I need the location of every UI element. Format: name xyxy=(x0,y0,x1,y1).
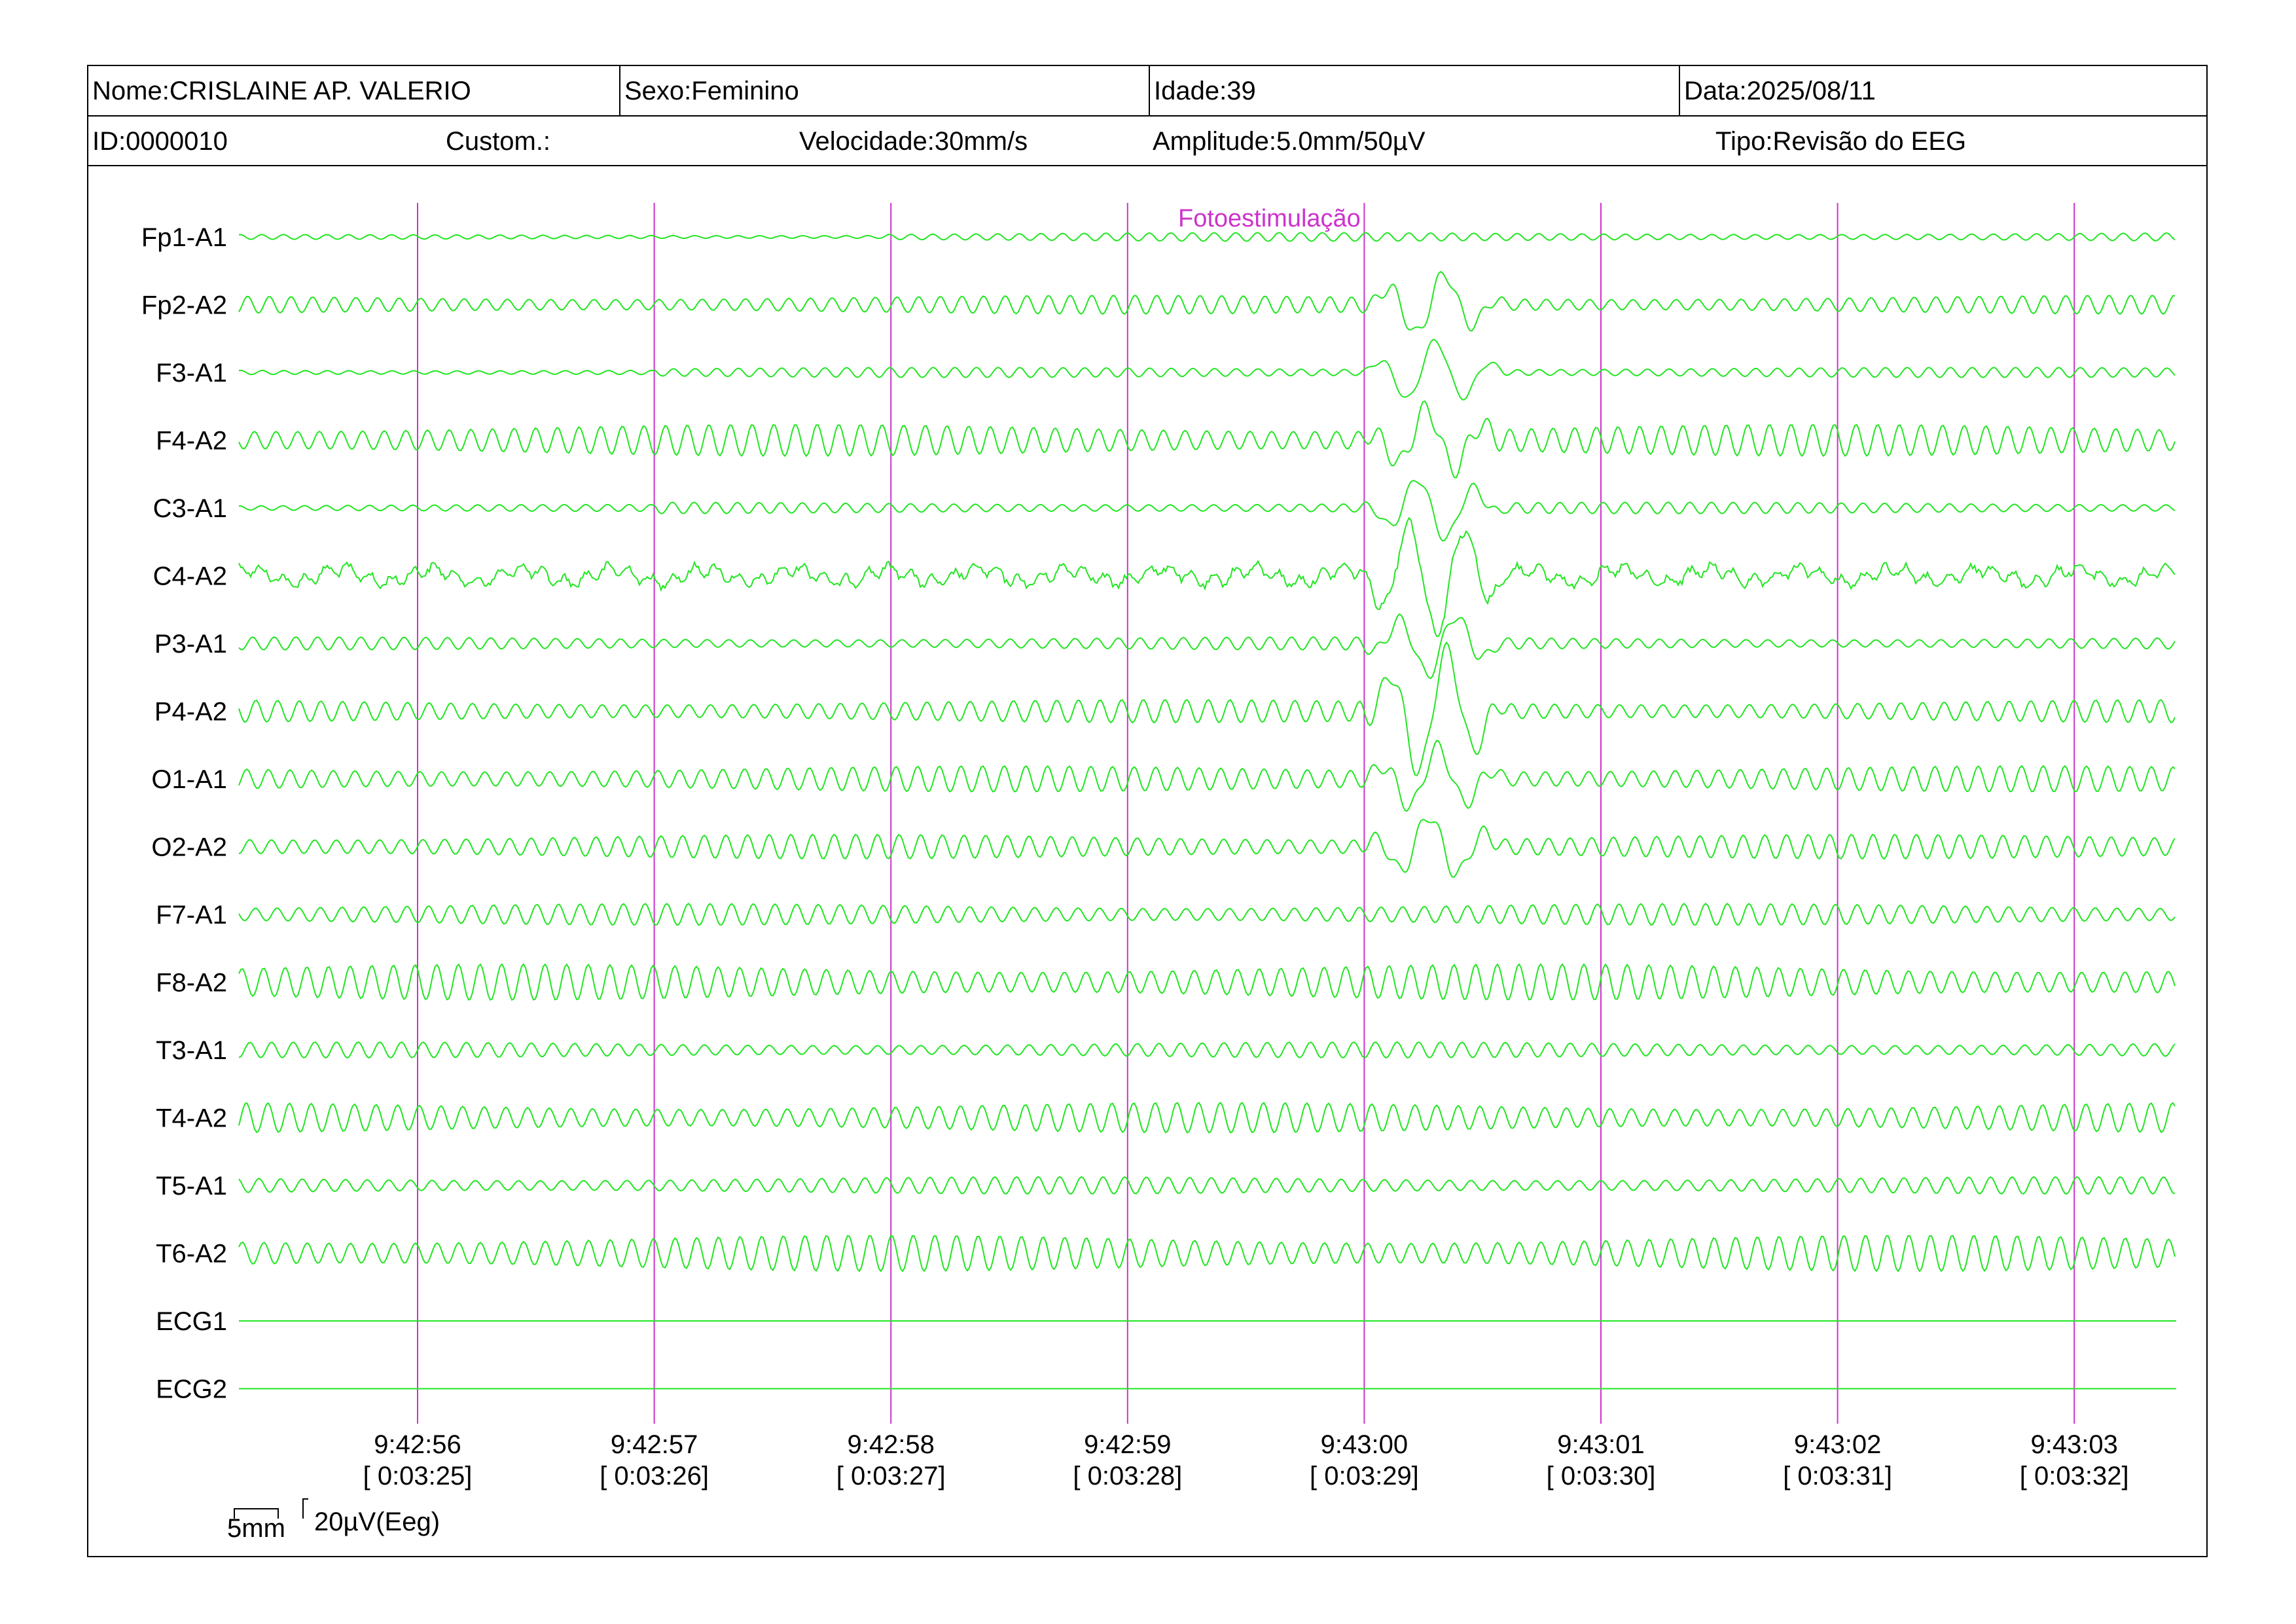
elapsed-time-label: [ 0:03:31] xyxy=(1783,1462,1892,1490)
eeg-trace-t6-a2 xyxy=(238,1235,2176,1272)
time-labels: 9:42:56 [ 0:03:25] 9:42:57 [ 0:03:26] 9:42:5… xyxy=(363,1430,2129,1490)
clock-time-label: 9:42:59 xyxy=(1084,1430,1171,1459)
clock-time-label: 9:42:58 xyxy=(847,1430,934,1459)
eeg-trace-fp2-a2 xyxy=(238,270,2176,332)
channel-label: Fp2-A2 xyxy=(141,291,227,320)
channel-label: O1-A1 xyxy=(151,765,227,794)
scale-bar: 5mm 20µV(Eeg) xyxy=(227,1498,440,1543)
elapsed-time-label: [ 0:03:26] xyxy=(600,1462,709,1490)
channel-label: F7-A1 xyxy=(156,901,227,929)
patient-sex: Sexo:Feminino xyxy=(619,66,1149,115)
elapsed-time-label: [ 0:03:29] xyxy=(1310,1462,1419,1490)
channel-label: T3-A1 xyxy=(156,1036,227,1065)
voltage-scale-bracket xyxy=(302,1498,308,1519)
clock-time-label: 9:42:56 xyxy=(374,1430,461,1459)
patient-name: Nome:CRISLAINE AP. VALERIO xyxy=(92,77,471,105)
eeg-trace-f7-a1 xyxy=(238,903,2176,926)
clock-time-label: 9:43:00 xyxy=(1321,1430,1408,1459)
clock-time-label: 9:43:03 xyxy=(2030,1430,2117,1459)
channel-label: ECG1 xyxy=(156,1307,227,1336)
clock-time-label: 9:43:01 xyxy=(1557,1430,1644,1459)
channel-label: T4-A2 xyxy=(156,1104,227,1133)
patient-age: Idade:39 xyxy=(1149,66,1679,115)
eeg-trace-c4-a2 xyxy=(238,516,2176,638)
clock-time-label: 9:42:57 xyxy=(611,1430,698,1459)
channel-label: T6-A2 xyxy=(156,1240,227,1269)
time-scale-bracket xyxy=(234,1508,279,1519)
report-frame: Nome:CRISLAINE AP. VALERIO Sexo:Feminino… xyxy=(87,65,2208,1557)
channel-label: F8-A2 xyxy=(156,969,227,998)
channel-labels: Fp1-A1 Fp2-A2 F3-A1 F4-A2 C3-A1 C4-A2 P3-A1 P4-… xyxy=(141,223,227,1404)
patient-id: ID:0000010 xyxy=(92,127,228,156)
eeg-trace-f4-a2 xyxy=(238,400,2176,478)
voltage-scale-label: 20µV(Eeg) xyxy=(314,1507,440,1536)
elapsed-time-label: [ 0:03:32] xyxy=(2020,1462,2129,1490)
eeg-trace-f8-a2 xyxy=(238,963,2176,1001)
amplitude-setting: Amplitude:5.0mm/50µV xyxy=(1153,127,1426,156)
elapsed-time-label: [ 0:03:28] xyxy=(1073,1462,1182,1490)
patient-info-row: Nome:CRISLAINE AP. VALERIO Sexo:Feminino… xyxy=(88,66,2206,117)
eeg-trace-t4-a2 xyxy=(238,1102,2176,1134)
eeg-trace-o1-a1 xyxy=(238,740,2176,812)
review-type: Tipo:Revisão do EEG xyxy=(1715,127,1967,156)
channel-label: O2-A2 xyxy=(151,833,227,862)
time-marker-lines xyxy=(417,203,2075,1424)
channel-label: F3-A1 xyxy=(156,359,227,388)
elapsed-time-label: [ 0:03:30] xyxy=(1547,1462,1656,1490)
eeg-trace-p3-a1 xyxy=(238,613,2176,679)
channel-label: T5-A1 xyxy=(156,1172,227,1200)
channel-label: Fp1-A1 xyxy=(141,223,227,252)
channel-label: P3-A1 xyxy=(154,630,227,659)
eeg-traces xyxy=(238,232,2176,1390)
eeg-trace-t3-a1 xyxy=(238,1041,2176,1059)
elapsed-time-label: [ 0:03:27] xyxy=(836,1462,946,1490)
photic-stimulation-label: Fotoestimulação xyxy=(1178,205,1361,232)
eeg-trace-c3-a1 xyxy=(238,480,2176,542)
recording-info-row: ID:0000010 Custom.: Velocidade:30mm/s Am… xyxy=(88,117,2206,166)
channel-label: C3-A1 xyxy=(153,494,227,523)
custom-field: Custom.: xyxy=(446,127,551,156)
time-scale-label: 5mm xyxy=(227,1514,285,1543)
channel-label: C4-A2 xyxy=(153,562,227,591)
elapsed-time-label: [ 0:03:25] xyxy=(363,1462,473,1490)
eeg-trace-f3-a1 xyxy=(238,338,2176,401)
eeg-trace-fp1-a1 xyxy=(238,232,2176,242)
exam-date: Data:2025/08/11 xyxy=(1679,66,2208,115)
channel-label: ECG2 xyxy=(156,1375,227,1404)
eeg-trace-t5-a1 xyxy=(238,1176,2176,1195)
clock-time-label: 9:43:02 xyxy=(1794,1430,1881,1459)
speed-setting: Velocidade:30mm/s xyxy=(799,127,1028,156)
channel-label: P4-A2 xyxy=(154,698,227,727)
eeg-trace-o2-a2 xyxy=(238,818,2176,878)
eeg-trace-p4-a2 xyxy=(238,641,2176,776)
channel-label: F4-A2 xyxy=(156,427,227,456)
